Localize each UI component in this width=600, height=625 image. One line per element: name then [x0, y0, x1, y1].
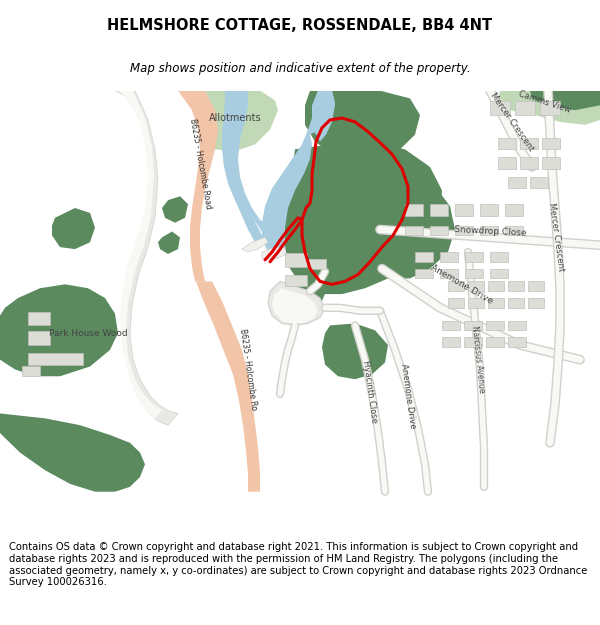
- Text: B6235 - Holcombe Road: B6235 - Holcombe Road: [188, 118, 212, 210]
- Bar: [285, 274, 307, 286]
- Bar: [28, 312, 50, 326]
- Text: Narcissus Avenue: Narcissus Avenue: [470, 326, 486, 394]
- Bar: [465, 269, 483, 279]
- Bar: [490, 252, 508, 262]
- Polygon shape: [262, 247, 285, 259]
- Text: Allotments: Allotments: [209, 113, 262, 123]
- Polygon shape: [0, 284, 118, 376]
- Polygon shape: [262, 91, 332, 259]
- Bar: [28, 352, 83, 364]
- Text: Map shows position and indicative extent of the property.: Map shows position and indicative extent…: [130, 62, 470, 74]
- Bar: [308, 259, 326, 269]
- Polygon shape: [285, 141, 442, 294]
- Bar: [530, 177, 548, 189]
- Polygon shape: [268, 281, 325, 326]
- Text: Hyacinth Close: Hyacinth Close: [361, 360, 379, 424]
- Polygon shape: [225, 91, 285, 259]
- Polygon shape: [322, 324, 388, 379]
- Polygon shape: [195, 91, 278, 151]
- Bar: [22, 366, 40, 376]
- Bar: [442, 321, 460, 330]
- Bar: [498, 138, 516, 149]
- Bar: [515, 101, 535, 115]
- Text: Snowdrop Close: Snowdrop Close: [454, 225, 526, 238]
- Polygon shape: [0, 414, 145, 492]
- Polygon shape: [118, 91, 162, 418]
- Bar: [448, 298, 464, 308]
- Bar: [480, 226, 498, 236]
- Text: Contains OS data © Crown copyright and database right 2021. This information is : Contains OS data © Crown copyright and d…: [9, 542, 587, 587]
- Bar: [540, 101, 560, 115]
- Polygon shape: [272, 288, 318, 324]
- Bar: [28, 331, 50, 345]
- Text: Anemone Drive: Anemone Drive: [430, 263, 494, 306]
- Bar: [505, 204, 523, 216]
- Polygon shape: [222, 91, 264, 242]
- Bar: [486, 321, 504, 330]
- Bar: [455, 226, 473, 236]
- Text: HELMSHORE COTTAGE, ROSSENDALE, BB4 4NT: HELMSHORE COTTAGE, ROSSENDALE, BB4 4NT: [107, 18, 493, 33]
- Bar: [285, 253, 307, 267]
- Bar: [486, 337, 504, 347]
- Bar: [508, 337, 526, 347]
- Bar: [528, 298, 544, 308]
- Polygon shape: [52, 208, 95, 249]
- Polygon shape: [213, 91, 250, 110]
- Bar: [488, 298, 504, 308]
- Text: Mercer Crescent: Mercer Crescent: [488, 91, 536, 153]
- Text: Mercer Crescent: Mercer Crescent: [547, 202, 565, 272]
- Bar: [442, 337, 460, 347]
- Bar: [415, 269, 433, 279]
- Bar: [440, 269, 458, 279]
- Text: Anemone Drive: Anemone Drive: [399, 362, 417, 429]
- Bar: [520, 138, 538, 149]
- Bar: [528, 281, 544, 291]
- Bar: [498, 157, 516, 169]
- Bar: [415, 252, 433, 262]
- Polygon shape: [158, 231, 180, 254]
- Bar: [448, 281, 464, 291]
- Bar: [508, 298, 524, 308]
- Bar: [490, 269, 508, 279]
- Bar: [465, 252, 483, 262]
- Bar: [405, 226, 423, 236]
- Polygon shape: [178, 91, 218, 281]
- Text: B6235 - Holcombe Ro: B6235 - Holcombe Ro: [238, 328, 258, 411]
- Bar: [480, 204, 498, 216]
- Bar: [464, 337, 482, 347]
- Polygon shape: [305, 91, 420, 159]
- Text: Park House Wood: Park House Wood: [49, 329, 127, 338]
- Polygon shape: [196, 281, 260, 492]
- Bar: [508, 281, 524, 291]
- Polygon shape: [312, 91, 335, 134]
- Bar: [430, 204, 448, 216]
- Polygon shape: [498, 91, 600, 125]
- Polygon shape: [530, 91, 600, 110]
- Text: Camms View: Camms View: [518, 89, 572, 115]
- Polygon shape: [242, 238, 268, 252]
- Bar: [508, 177, 526, 189]
- Bar: [430, 226, 448, 236]
- Bar: [505, 226, 523, 236]
- Polygon shape: [270, 276, 326, 321]
- Bar: [468, 281, 484, 291]
- Polygon shape: [162, 196, 188, 222]
- Polygon shape: [316, 91, 335, 141]
- Bar: [405, 204, 423, 216]
- Bar: [468, 298, 484, 308]
- Bar: [440, 252, 458, 262]
- Bar: [464, 321, 482, 330]
- Bar: [542, 157, 560, 169]
- Polygon shape: [110, 91, 178, 425]
- Bar: [508, 321, 526, 330]
- Bar: [455, 204, 473, 216]
- Polygon shape: [388, 179, 455, 279]
- Bar: [520, 157, 538, 169]
- Bar: [488, 281, 504, 291]
- Bar: [542, 138, 560, 149]
- Bar: [490, 101, 510, 115]
